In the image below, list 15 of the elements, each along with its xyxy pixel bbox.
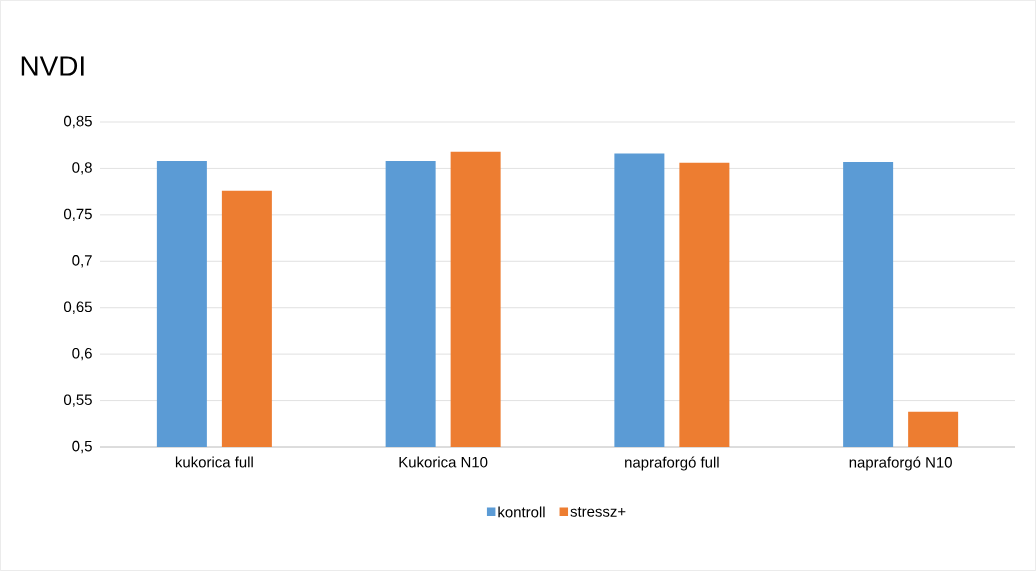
x-tick-label: napraforgó full (625, 456, 719, 471)
chart-title: NVDI (21, 56, 84, 76)
y-tick-label: 0,6 (72, 347, 92, 361)
y-tick-label: 0,65 (63, 301, 92, 314)
x-tick-label: kukorica full (175, 456, 253, 468)
x-tick-label: napraforgó N10 (849, 456, 952, 471)
y-tick-label: 0,85 (63, 115, 92, 129)
x-tick-label: Kukorica N10 (399, 456, 488, 468)
legend-label: stressz+ (570, 507, 626, 517)
y-tick-label: 0,5 (72, 440, 92, 454)
legend-label: kontroll (498, 506, 545, 518)
y-tick-label: 0,55 (63, 394, 92, 407)
y-tick-label: 0,75 (63, 208, 92, 222)
y-tick-label: 0,8 (72, 162, 92, 175)
y-tick-label: 0,7 (72, 255, 92, 268)
